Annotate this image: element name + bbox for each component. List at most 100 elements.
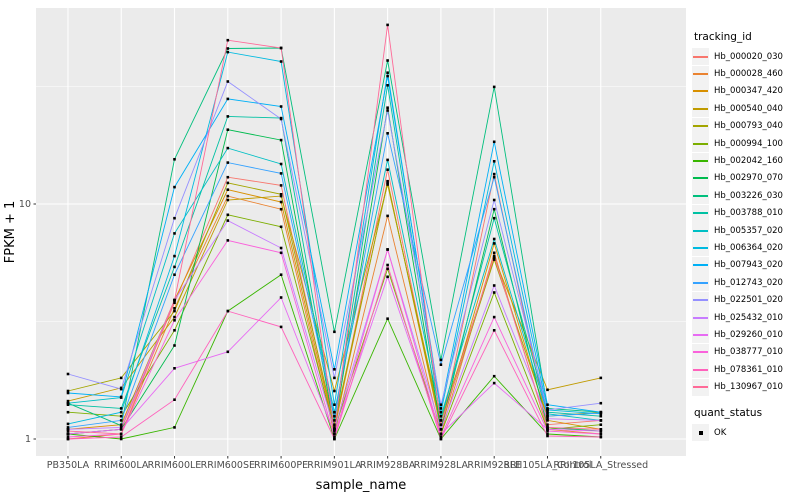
legend-line-icon bbox=[693, 264, 708, 267]
legend-label: Hb_022501_020 bbox=[714, 295, 783, 306]
data-point bbox=[492, 329, 496, 332]
legend-key-swatch bbox=[692, 378, 709, 396]
data-point bbox=[66, 422, 70, 426]
data-point bbox=[546, 423, 549, 426]
legend-key-swatch bbox=[692, 222, 709, 240]
legend-line-icon bbox=[693, 212, 708, 215]
data-point bbox=[119, 435, 123, 439]
x-tick-label: RRIM600LE bbox=[148, 460, 202, 471]
legend-label: Hb_000994_100 bbox=[714, 138, 783, 149]
data-point bbox=[546, 388, 549, 392]
data-point bbox=[66, 403, 70, 406]
data-point bbox=[492, 85, 496, 89]
legend-line-icon bbox=[693, 73, 708, 76]
data-point bbox=[119, 395, 123, 399]
legend-entry-Hb_002970_070: Hb_002970_070 bbox=[692, 169, 800, 187]
legend-key-swatch bbox=[692, 82, 709, 100]
data-point bbox=[226, 219, 230, 222]
data-point bbox=[279, 207, 283, 211]
data-point bbox=[226, 181, 230, 185]
y-tick-label: 1 bbox=[25, 434, 31, 445]
legend-label: Hb_003226_030 bbox=[714, 190, 783, 201]
data-point bbox=[279, 105, 283, 108]
legend-shape-entries: OK bbox=[692, 424, 800, 441]
legend-key-swatch bbox=[692, 169, 709, 187]
data-point bbox=[226, 350, 230, 354]
data-point bbox=[279, 138, 283, 142]
data-point bbox=[386, 248, 389, 251]
data-point bbox=[599, 428, 603, 431]
legend-key-swatch bbox=[692, 326, 709, 344]
plot-panel bbox=[36, 8, 686, 456]
legend-key-swatch bbox=[692, 187, 709, 205]
data-point bbox=[279, 172, 283, 175]
data-point bbox=[173, 158, 176, 161]
data-point bbox=[386, 84, 389, 87]
legend-entry-Hb_078361_010: Hb_078361_010 bbox=[692, 361, 800, 379]
x-tick-label: RRIM928LE bbox=[467, 460, 521, 471]
legend-line-icon bbox=[693, 90, 708, 93]
data-point bbox=[599, 401, 603, 405]
data-point bbox=[333, 423, 336, 426]
data-point bbox=[173, 367, 176, 370]
data-point bbox=[173, 319, 176, 322]
data-point bbox=[226, 146, 230, 150]
legend-label: Hb_012743_020 bbox=[714, 277, 783, 288]
data-point bbox=[546, 407, 549, 410]
data-point bbox=[173, 344, 176, 347]
legend-key-swatch bbox=[692, 256, 709, 274]
data-point bbox=[119, 428, 123, 431]
legend-label: Hb_000347_420 bbox=[714, 86, 783, 97]
data-point bbox=[386, 59, 389, 62]
legend-line-icon bbox=[693, 160, 708, 163]
data-point bbox=[226, 115, 230, 118]
legend-label: Hb_000793_040 bbox=[714, 121, 783, 132]
legend-entry-Hb_003226_030: Hb_003226_030 bbox=[692, 187, 800, 205]
x-tick-label: RRIM600SE bbox=[201, 460, 255, 471]
data-point bbox=[492, 140, 496, 144]
data-point bbox=[599, 429, 603, 433]
data-point bbox=[386, 158, 389, 162]
data-point bbox=[119, 424, 123, 427]
data-point bbox=[333, 389, 336, 393]
data-point bbox=[333, 428, 336, 431]
x-tick-label: RRIM928BA bbox=[360, 460, 416, 471]
legend-line-icon bbox=[693, 229, 708, 232]
legend-label: Hb_038777_010 bbox=[714, 347, 783, 358]
legend-line-icon bbox=[693, 386, 708, 389]
data-point bbox=[439, 423, 443, 426]
data-point bbox=[279, 194, 283, 198]
data-point bbox=[66, 432, 70, 436]
legend-line-icon bbox=[693, 368, 708, 371]
data-point bbox=[66, 372, 70, 376]
legend-label: Hb_000540_040 bbox=[714, 103, 783, 114]
legend-color-entries: Hb_000020_030 Hb_000028_460 Hb_000347_420 H… bbox=[692, 48, 800, 396]
legend-line-icon bbox=[693, 107, 708, 110]
legend-label: OK bbox=[714, 427, 727, 438]
legend-line-icon bbox=[693, 351, 708, 354]
data-point bbox=[599, 419, 603, 422]
data-point bbox=[492, 254, 496, 258]
legend-line-icon bbox=[693, 281, 708, 284]
legend-label: Hb_000028_460 bbox=[714, 69, 783, 80]
data-point bbox=[599, 423, 603, 426]
legend-label: Hb_025432_010 bbox=[714, 312, 783, 323]
legend-entry-Hb_022501_020: Hb_022501_020 bbox=[692, 291, 800, 309]
legend-label: Hb_130967_010 bbox=[714, 382, 783, 393]
data-point bbox=[279, 296, 283, 299]
legend-key-swatch bbox=[692, 135, 709, 153]
data-point bbox=[66, 426, 70, 429]
legend-entry-Hb_006364_020: Hb_006364_020 bbox=[692, 239, 800, 257]
data-point bbox=[279, 251, 283, 255]
legend-entry-Hb_038777_010: Hb_038777_010 bbox=[692, 343, 800, 361]
data-point bbox=[279, 184, 283, 187]
legend-entry-Hb_000347_420: Hb_000347_420 bbox=[692, 82, 800, 100]
data-point bbox=[546, 412, 549, 416]
data-point bbox=[492, 172, 496, 176]
data-point bbox=[492, 198, 496, 202]
data-point bbox=[226, 97, 230, 101]
data-point bbox=[439, 435, 443, 439]
legend-label: Hb_006364_020 bbox=[714, 242, 783, 253]
data-point bbox=[439, 432, 443, 436]
data-point bbox=[66, 429, 70, 433]
